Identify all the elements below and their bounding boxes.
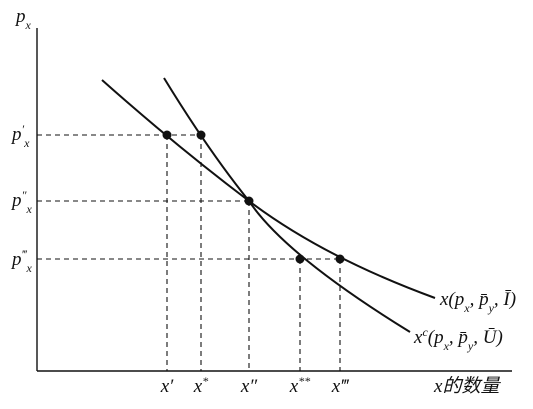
intersection-points [162,130,345,264]
hicksian-demand-curve [163,77,411,333]
quantity-label: x″ [240,376,258,397]
label-part: ‴ [22,247,28,261]
label-part: x [463,301,470,315]
label-part: , Ū) [473,327,503,348]
label-part: (p [428,327,444,348]
quantity-label: x* [193,374,208,397]
label-part: x [433,376,443,397]
label-part: ′ [22,122,25,136]
label-part: x [193,376,203,397]
label-part: * [202,374,208,388]
label-part: , Ī) [494,289,516,310]
label-part: y [467,339,474,353]
price-label: p″x [10,188,33,216]
label-part: ** [298,374,310,388]
label-part: 的数量 [442,375,501,397]
quantity-label: x** [289,374,310,397]
label-part: x [25,18,32,32]
label-part: c [422,325,428,339]
label-part: p [10,249,22,270]
label-part: y [488,301,495,315]
price-label: p′x [10,122,30,150]
label-part: p [10,124,22,145]
label-part: p [10,190,22,211]
hicksian-label: xc(px, p̄y, Ū) [413,325,503,353]
label-part: x [23,136,30,150]
label-part: x″ [240,376,258,397]
label-part: , p̄ [449,327,468,348]
quantity-label: x‴ [331,376,349,397]
label-part: x [26,261,33,275]
marshallian-demand-curve [101,79,436,299]
marshallian-label: x(px, p̄y, Ī) [439,289,516,315]
label-part: x′ [160,376,174,397]
y-axis-label: px [14,6,32,32]
label-part: p [14,6,26,27]
guide-lines [37,134,341,371]
label-part: x [413,327,423,348]
label-part: x(p [439,289,464,310]
label-part: , p̄ [470,289,489,310]
price-label: p‴x [10,247,33,275]
label-part: x [289,376,299,397]
label-part: x [443,339,450,353]
label-part: x‴ [331,376,349,397]
quantity-label: x′ [160,376,174,397]
label-part: ″ [22,188,28,202]
label-part: x [26,202,33,216]
x-axis-label: x的数量 [433,375,501,397]
